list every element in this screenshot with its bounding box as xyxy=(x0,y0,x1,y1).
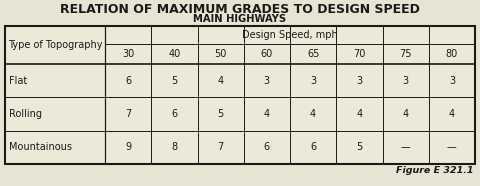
Text: 7: 7 xyxy=(125,109,131,119)
Text: 5: 5 xyxy=(217,109,224,119)
Text: 4: 4 xyxy=(217,76,224,86)
Text: 6: 6 xyxy=(264,142,270,152)
Text: Rolling: Rolling xyxy=(9,109,42,119)
Text: 80: 80 xyxy=(446,49,458,59)
Text: 5: 5 xyxy=(356,142,362,152)
Text: 3: 3 xyxy=(403,76,408,86)
Bar xyxy=(5,26,475,164)
Text: 4: 4 xyxy=(356,109,362,119)
Text: 30: 30 xyxy=(122,49,134,59)
Text: 6: 6 xyxy=(171,109,178,119)
Text: 70: 70 xyxy=(353,49,366,59)
Text: 8: 8 xyxy=(171,142,178,152)
Text: 75: 75 xyxy=(399,49,412,59)
Text: —: — xyxy=(401,142,410,152)
Text: 4: 4 xyxy=(264,109,270,119)
Text: Flat: Flat xyxy=(9,76,27,86)
Text: 6: 6 xyxy=(310,142,316,152)
Text: —: — xyxy=(447,142,457,152)
Text: 65: 65 xyxy=(307,49,319,59)
Text: 3: 3 xyxy=(449,76,455,86)
Text: 60: 60 xyxy=(261,49,273,59)
Text: MAIN HIGHWAYS: MAIN HIGHWAYS xyxy=(193,14,287,24)
Text: 4: 4 xyxy=(403,109,408,119)
Text: Figure E 321.1: Figure E 321.1 xyxy=(396,166,473,175)
Text: Type of Topography: Type of Topography xyxy=(8,40,102,50)
Text: 3: 3 xyxy=(356,76,362,86)
Text: 4: 4 xyxy=(310,109,316,119)
Text: 9: 9 xyxy=(125,142,131,152)
Text: RELATION OF MAXIMUM GRADES TO DESIGN SPEED: RELATION OF MAXIMUM GRADES TO DESIGN SPE… xyxy=(60,3,420,16)
Text: Mountainous: Mountainous xyxy=(9,142,72,152)
Text: 5: 5 xyxy=(171,76,178,86)
Text: 7: 7 xyxy=(217,142,224,152)
Text: 3: 3 xyxy=(310,76,316,86)
Text: 50: 50 xyxy=(215,49,227,59)
Bar xyxy=(5,26,475,164)
Text: 40: 40 xyxy=(168,49,180,59)
Text: 4: 4 xyxy=(449,109,455,119)
Text: 6: 6 xyxy=(125,76,131,86)
Text: 3: 3 xyxy=(264,76,270,86)
Text: Design Speed, mph: Design Speed, mph xyxy=(242,30,338,40)
